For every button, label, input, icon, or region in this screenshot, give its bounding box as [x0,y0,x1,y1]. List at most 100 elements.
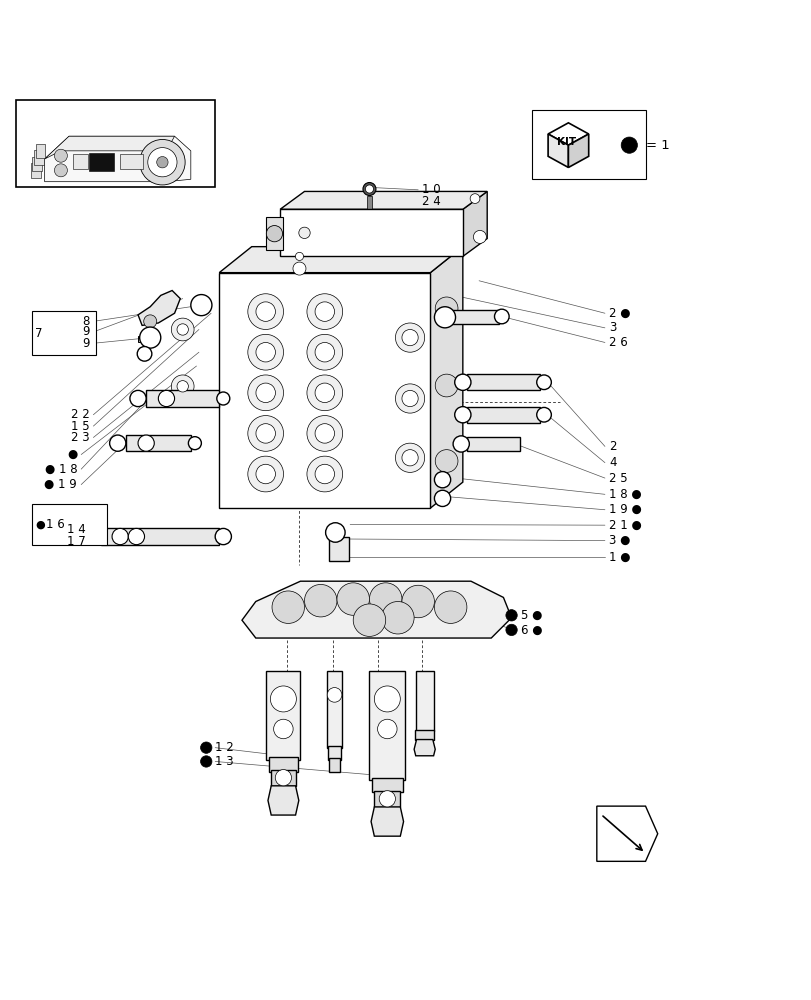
Bar [120,154,143,169]
Bar [328,537,349,561]
Circle shape [255,302,275,321]
Circle shape [435,450,457,472]
Text: 4: 4 [608,456,616,469]
Circle shape [188,437,201,450]
Circle shape [128,528,144,545]
Circle shape [505,610,517,621]
Circle shape [353,604,385,636]
Text: 6 ●: 6 ● [521,623,542,636]
Polygon shape [138,291,180,325]
Bar [32,311,96,355]
Polygon shape [219,247,462,273]
Circle shape [434,591,466,623]
Text: 2: 2 [608,440,616,453]
Circle shape [177,324,188,335]
Polygon shape [430,247,462,508]
Polygon shape [547,134,568,167]
Text: 8: 8 [82,315,89,328]
Circle shape [130,390,146,407]
Bar [219,273,430,508]
Circle shape [138,435,154,451]
Polygon shape [371,807,403,836]
Text: 5 ●: 5 ● [521,609,542,622]
Circle shape [435,374,457,397]
Circle shape [158,390,174,407]
Bar [374,791,400,807]
Bar [466,407,539,423]
Bar [271,770,295,786]
Circle shape [363,183,375,196]
Polygon shape [414,740,435,756]
Text: 2 4: 2 4 [422,195,440,208]
Circle shape [401,390,418,407]
Circle shape [434,307,455,328]
Circle shape [266,226,282,242]
Circle shape [247,334,283,370]
Circle shape [454,407,470,423]
Circle shape [247,294,283,329]
Text: 9: 9 [82,325,89,338]
Circle shape [139,139,185,185]
Circle shape [148,148,177,177]
Circle shape [275,770,291,786]
Text: 1 0: 1 0 [422,183,440,196]
Circle shape [137,347,152,361]
Circle shape [505,624,517,636]
Bar [414,730,434,740]
Circle shape [327,688,341,702]
Circle shape [454,374,470,390]
Bar [34,150,44,165]
Text: ●: ● [67,448,77,461]
Circle shape [200,742,212,753]
Polygon shape [596,806,657,861]
Bar [266,671,300,760]
Text: 1 ●: 1 ● [608,550,629,563]
Circle shape [215,528,231,545]
Circle shape [620,137,637,153]
Bar [31,163,41,178]
Text: 1 5: 1 5 [71,420,89,433]
Circle shape [315,424,334,443]
Circle shape [247,416,283,451]
Circle shape [89,528,105,545]
Circle shape [473,230,486,243]
Circle shape [453,436,469,452]
Circle shape [470,194,479,203]
Text: 2 ●: 2 ● [608,307,629,320]
Bar [450,310,499,324]
Circle shape [401,585,434,618]
Bar [126,435,191,451]
Circle shape [374,686,400,712]
Text: KIT: KIT [556,137,575,147]
Circle shape [434,490,450,506]
Bar [531,110,645,179]
Text: 1 9 ●: 1 9 ● [608,503,641,516]
Circle shape [494,309,508,324]
Bar [328,746,341,760]
Text: 1 4: 1 4 [67,523,85,536]
Bar [73,154,88,169]
Circle shape [54,164,67,177]
Circle shape [536,375,551,390]
Bar [466,437,519,451]
Text: 2 3: 2 3 [71,431,89,444]
Circle shape [247,456,283,492]
Circle shape [315,464,334,484]
Text: ●: ● [35,519,45,529]
Bar [32,157,42,171]
Text: 1 8 ●: 1 8 ● [608,488,641,501]
Circle shape [112,528,128,545]
Text: 2 5: 2 5 [608,472,627,485]
Text: 1 7: 1 7 [67,535,85,548]
Bar [138,336,152,342]
Circle shape [307,416,342,451]
Bar [466,374,539,390]
Circle shape [293,262,306,275]
Bar [16,100,215,187]
Circle shape [191,295,212,316]
Text: ● 1 8: ● 1 8 [45,463,77,476]
Polygon shape [547,123,588,145]
Polygon shape [280,191,487,209]
Circle shape [395,443,424,472]
Circle shape [381,601,414,634]
